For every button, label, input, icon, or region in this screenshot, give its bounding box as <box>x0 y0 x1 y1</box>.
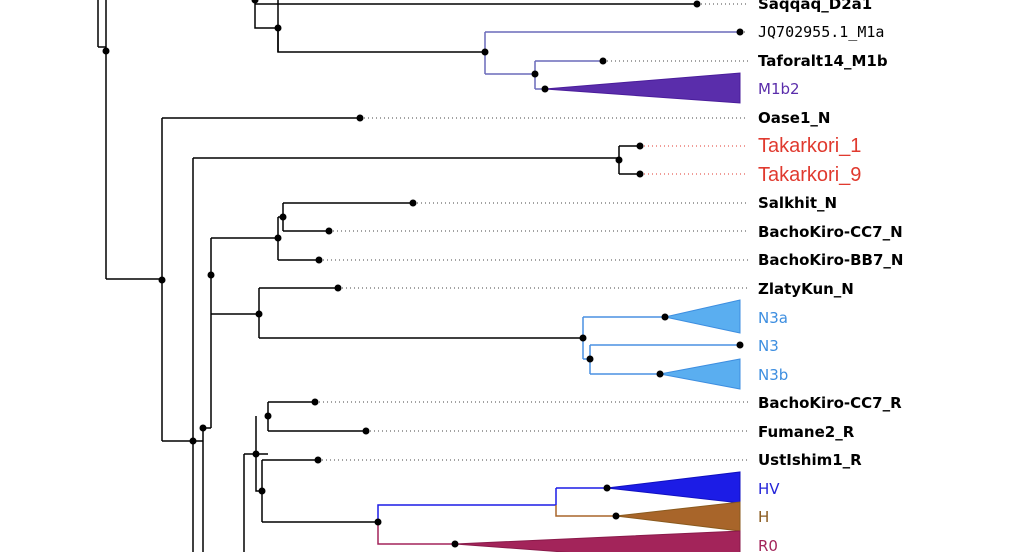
node <box>274 234 282 242</box>
node <box>736 28 744 36</box>
branch-r-lower <box>255 454 378 523</box>
leaf-label-n3: N3 <box>758 337 779 355</box>
clade-r0 <box>454 530 741 552</box>
branch-d-m-clade <box>254 0 697 52</box>
leaf-label-takarkori-9: Takarkori_9 <box>758 164 861 186</box>
branch-root-upper <box>97 0 107 279</box>
branch-zlatykun-group <box>211 287 583 339</box>
node <box>636 142 644 150</box>
node <box>579 334 587 342</box>
leaf-label-bachokiro-bb7-n: BachoKiro-BB7_N <box>758 251 903 269</box>
leaf-label-zlatykun: ZlatyKun_N <box>758 280 854 298</box>
leaf-label-hv: HV <box>758 480 780 498</box>
branch-r0-stem <box>377 522 455 545</box>
leaf-label-bachokiro-cc7-n: BachoKiro-CC7_N <box>758 223 903 241</box>
node <box>603 484 611 492</box>
branch-h <box>555 505 616 517</box>
clade-n3a <box>664 299 741 334</box>
branch-r-upper <box>255 401 366 455</box>
node <box>264 412 272 420</box>
node <box>189 437 197 445</box>
clade-m1b2 <box>544 72 741 104</box>
node <box>612 512 620 520</box>
node <box>252 450 260 458</box>
leaf-label-m1b2: M1b2 <box>758 80 800 98</box>
branch-n-stem <box>106 118 163 441</box>
leaf-label-bachokiro-cc7-r: BachoKiro-CC7_R <box>758 394 902 412</box>
node <box>693 0 701 8</box>
node <box>481 48 489 56</box>
node <box>374 518 382 526</box>
branches <box>97 0 697 552</box>
node <box>325 227 333 235</box>
leader-lines <box>315 3 748 461</box>
node <box>199 424 207 432</box>
leaf-label-r0: R0 <box>758 537 778 552</box>
leaf-label-n3b: N3b <box>758 366 788 384</box>
node <box>362 427 370 435</box>
leaf-label-salkhit: Salkhit_N <box>758 194 837 212</box>
node <box>636 170 644 178</box>
leaf-label-takarkori-1: Takarkori_1 <box>758 135 861 157</box>
leaf-label-taforalt14: Taforalt14_M1b <box>758 52 888 70</box>
node <box>656 370 664 378</box>
leaf-label-fumane2: Fumane2_R <box>758 423 855 441</box>
node <box>356 114 364 122</box>
leaf-label-saqqaq: Saqqaq_D2a1 <box>758 0 872 13</box>
node <box>315 256 323 264</box>
collapsed-clades <box>454 72 741 552</box>
node <box>207 271 215 279</box>
branch-m1-stem <box>277 28 485 53</box>
node <box>274 24 282 32</box>
node <box>541 85 549 93</box>
leaf-label-ustishim1: UstIshim1_R <box>758 451 862 469</box>
branch-hv <box>377 487 607 522</box>
node <box>258 487 266 495</box>
branch-n-inner <box>162 157 619 552</box>
leaf-label-oase1: Oase1_N <box>758 109 830 127</box>
node <box>314 456 322 464</box>
clade-hv <box>606 471 741 504</box>
node <box>102 47 110 55</box>
node <box>255 310 263 318</box>
node <box>736 341 744 349</box>
clade-n3b <box>659 358 741 390</box>
node <box>279 213 287 221</box>
node <box>251 0 259 4</box>
branch-r-stem <box>243 453 256 552</box>
leaf-label-n3a: N3a <box>758 309 788 327</box>
node <box>615 156 623 164</box>
node <box>661 313 669 321</box>
nodes <box>102 0 744 548</box>
node <box>451 540 459 548</box>
branch-salkhit-group <box>211 202 413 261</box>
node <box>334 284 342 292</box>
branch-n-sub <box>193 238 212 552</box>
node <box>409 199 417 207</box>
node <box>158 276 166 284</box>
node <box>599 57 607 65</box>
leaf-labels: Saqqaq_D2a1 JQ702955.1_M1a Taforalt14_M1… <box>758 0 903 552</box>
leaf-label-h: H <box>758 508 769 526</box>
clade-h <box>615 501 741 532</box>
node <box>586 355 594 363</box>
leaf-label-jq702955: JQ702955.1_M1a <box>758 23 884 41</box>
node <box>311 398 319 406</box>
node <box>531 70 539 78</box>
